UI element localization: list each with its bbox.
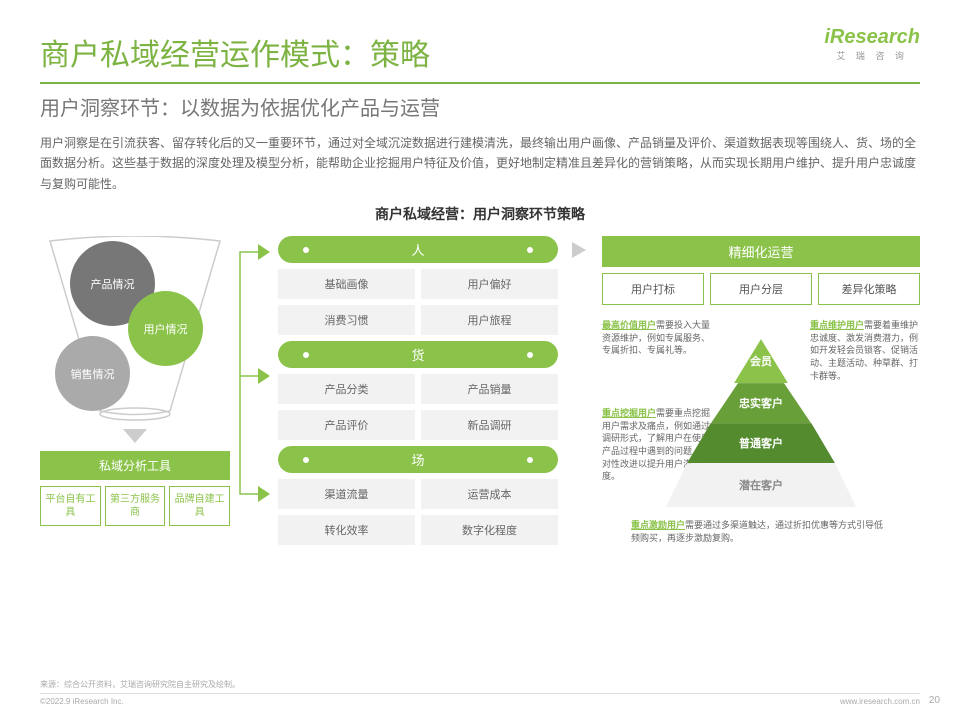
- logo: iResearch 艾 瑞 咨 询: [824, 26, 920, 62]
- category-header-ren: 人: [278, 236, 558, 263]
- tool-item: 第三方服务商: [105, 486, 166, 526]
- category-item: 基础画像: [278, 269, 415, 299]
- note-bottom: 重点激励用户需要通过多渠道触达，通过折扣优惠等方式引导低频购买，再逐步激励复购。: [631, 519, 891, 544]
- body-paragraph: 用户洞察是在引流获客、留存转化后的又一重要环节，通过对全域沉淀数据进行建模清洗，…: [40, 133, 920, 194]
- section-heading: 商户私域经营：用户洞察环节策略: [40, 204, 920, 224]
- pyramid-tier-1: 会员: [734, 339, 788, 383]
- middle-column: 人 基础画像用户偏好 消费习惯用户旅程 货 产品分类产品销量 产品评价新品调研 …: [278, 236, 558, 601]
- page-number: 20: [929, 695, 940, 706]
- pyramid-tier-2: 忠实客户: [711, 383, 811, 423]
- category-item: 用户旅程: [421, 305, 558, 335]
- logo-sub: 艾 瑞 咨 询: [824, 49, 920, 62]
- pyramid-tier-4: 潜在客户: [666, 463, 856, 507]
- tool-item: 品牌自建工具: [169, 486, 230, 526]
- arrow-right-icon: [258, 244, 270, 260]
- tools-row: 平台自有工具 第三方服务商 品牌自建工具: [40, 486, 230, 526]
- arrow-right-icon: [572, 242, 586, 258]
- arrow-down-icon: [123, 429, 147, 443]
- pyramid: 会员 忠实客户 普通客户 潜在客户: [666, 339, 856, 529]
- tool-item: 平台自有工具: [40, 486, 101, 526]
- category-item: 数字化程度: [421, 515, 558, 545]
- arrow-right-icon: [258, 486, 270, 502]
- category-item: 产品分类: [278, 374, 415, 404]
- category-item: 新品调研: [421, 410, 558, 440]
- footer: 来源：综合公开资料，艾瑞咨询研究院自主研究及绘制。 ©2022.9 iResea…: [40, 679, 920, 706]
- category-item: 产品销量: [421, 374, 558, 404]
- category-item: 渠道流量: [278, 479, 415, 509]
- category-item: 用户偏好: [421, 269, 558, 299]
- ops-item: 用户分层: [710, 273, 812, 305]
- footer-copyright: ©2022.9 iResearch Inc.: [40, 697, 124, 706]
- category-item: 转化效率: [278, 515, 415, 545]
- page-title: 商户私域经营运作模式：策略: [40, 30, 920, 74]
- footer-source: 来源：综合公开资料，艾瑞咨询研究院自主研究及绘制。: [40, 679, 920, 690]
- ops-item: 用户打标: [602, 273, 704, 305]
- pyramid-wrap: 最高价值用户需要投入大量资源维护，例如专属服务、专属折扣、专属礼等。 重点维护用…: [602, 319, 920, 549]
- title-divider: [40, 82, 920, 84]
- category-item: 运营成本: [421, 479, 558, 509]
- category-header-chang: 场: [278, 446, 558, 473]
- circle-sales: 销售情况: [55, 336, 130, 411]
- left-column: 产品情况 用户情况 销售情况 私域分析工具 平台自有工具 第三方服务商 品牌自建…: [40, 236, 230, 601]
- page-subtitle: 用户洞察环节：以数据为依据优化产品与运营: [40, 92, 920, 121]
- connector-left: [238, 236, 270, 596]
- tools-header: 私域分析工具: [40, 451, 230, 480]
- category-item: 产品评价: [278, 410, 415, 440]
- category-item: 消费习惯: [278, 305, 415, 335]
- logo-text: iResearch: [824, 26, 920, 49]
- right-column: 精细化运营 用户打标 用户分层 差异化策略 最高价值用户需要投入大量资源维护，例…: [602, 236, 920, 601]
- category-header-huo: 货: [278, 341, 558, 368]
- pyramid-tier-3: 普通客户: [687, 423, 835, 463]
- ops-item: 差异化策略: [818, 273, 920, 305]
- arrow-right-icon: [258, 368, 270, 384]
- ops-header: 精细化运营: [602, 236, 920, 267]
- circle-user: 用户情况: [128, 291, 203, 366]
- footer-url: www.iresearch.com.cn: [840, 697, 920, 706]
